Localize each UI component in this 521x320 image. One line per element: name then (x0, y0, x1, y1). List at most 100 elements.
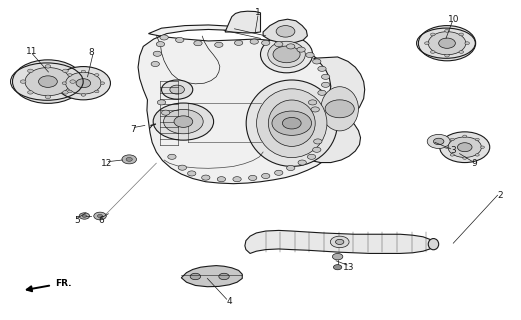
Circle shape (249, 175, 257, 180)
Circle shape (433, 138, 444, 145)
Circle shape (445, 146, 449, 148)
Circle shape (153, 51, 162, 56)
Circle shape (82, 215, 86, 217)
Circle shape (475, 154, 479, 156)
Circle shape (95, 90, 99, 93)
Ellipse shape (268, 100, 315, 146)
Circle shape (440, 132, 490, 163)
Text: 7: 7 (130, 125, 136, 134)
Text: 9: 9 (471, 159, 477, 168)
Circle shape (457, 143, 472, 152)
Circle shape (430, 51, 435, 53)
Circle shape (463, 157, 467, 159)
Circle shape (28, 69, 33, 73)
Circle shape (168, 154, 176, 159)
Circle shape (202, 175, 210, 180)
Circle shape (318, 90, 326, 95)
Circle shape (445, 29, 449, 32)
Circle shape (459, 51, 464, 53)
Circle shape (287, 165, 295, 171)
Circle shape (94, 212, 106, 220)
Ellipse shape (260, 36, 313, 73)
Circle shape (79, 213, 90, 219)
Circle shape (162, 80, 193, 99)
Circle shape (178, 165, 187, 170)
Circle shape (450, 138, 454, 141)
Ellipse shape (428, 239, 439, 250)
Circle shape (313, 147, 321, 152)
Circle shape (430, 33, 435, 36)
Polygon shape (245, 230, 433, 253)
Circle shape (418, 26, 476, 61)
Circle shape (282, 117, 301, 129)
Circle shape (325, 100, 354, 118)
Circle shape (63, 91, 68, 94)
Circle shape (56, 67, 110, 100)
Ellipse shape (257, 89, 327, 158)
Circle shape (330, 236, 349, 248)
Circle shape (81, 70, 85, 73)
Circle shape (480, 146, 485, 148)
Circle shape (176, 37, 184, 43)
Text: 6: 6 (98, 216, 105, 225)
Circle shape (297, 47, 305, 52)
Circle shape (81, 93, 85, 96)
Text: FR.: FR. (27, 279, 71, 291)
Circle shape (126, 157, 132, 161)
Circle shape (307, 154, 316, 159)
Circle shape (333, 265, 342, 270)
Polygon shape (307, 57, 365, 163)
Circle shape (272, 111, 312, 135)
Polygon shape (225, 11, 260, 33)
Circle shape (275, 42, 283, 47)
Circle shape (170, 85, 184, 94)
Circle shape (448, 137, 481, 157)
Polygon shape (138, 25, 333, 184)
Circle shape (298, 160, 306, 165)
Ellipse shape (246, 80, 338, 166)
Circle shape (13, 60, 83, 103)
Circle shape (68, 74, 72, 76)
Text: 2: 2 (498, 191, 503, 200)
Circle shape (321, 74, 330, 79)
Text: 10: 10 (448, 15, 459, 24)
Circle shape (76, 79, 91, 88)
Circle shape (318, 66, 326, 71)
Circle shape (450, 154, 454, 156)
Circle shape (164, 109, 203, 134)
Circle shape (445, 54, 449, 57)
Text: 4: 4 (227, 297, 232, 306)
Circle shape (157, 100, 166, 105)
Polygon shape (263, 19, 307, 43)
Circle shape (475, 138, 479, 141)
Circle shape (336, 239, 344, 244)
Circle shape (233, 177, 241, 182)
Circle shape (190, 273, 201, 280)
Circle shape (66, 72, 101, 94)
Circle shape (188, 171, 196, 176)
Circle shape (273, 46, 300, 63)
Circle shape (314, 139, 322, 144)
Circle shape (62, 82, 67, 84)
Circle shape (306, 52, 314, 58)
Circle shape (234, 40, 243, 45)
Circle shape (287, 44, 295, 49)
Circle shape (321, 82, 330, 87)
Circle shape (425, 42, 429, 44)
Circle shape (25, 68, 71, 96)
Text: 5: 5 (74, 216, 80, 225)
Text: 13: 13 (343, 263, 355, 272)
Circle shape (217, 177, 226, 182)
Circle shape (275, 170, 283, 175)
Circle shape (100, 82, 105, 84)
Circle shape (465, 42, 469, 44)
Text: 8: 8 (88, 48, 94, 57)
Circle shape (194, 41, 202, 46)
Text: 1: 1 (255, 8, 261, 17)
Circle shape (70, 80, 76, 83)
Circle shape (308, 100, 317, 105)
Ellipse shape (321, 87, 358, 131)
Circle shape (151, 61, 159, 67)
Circle shape (39, 76, 57, 87)
Circle shape (332, 253, 343, 260)
